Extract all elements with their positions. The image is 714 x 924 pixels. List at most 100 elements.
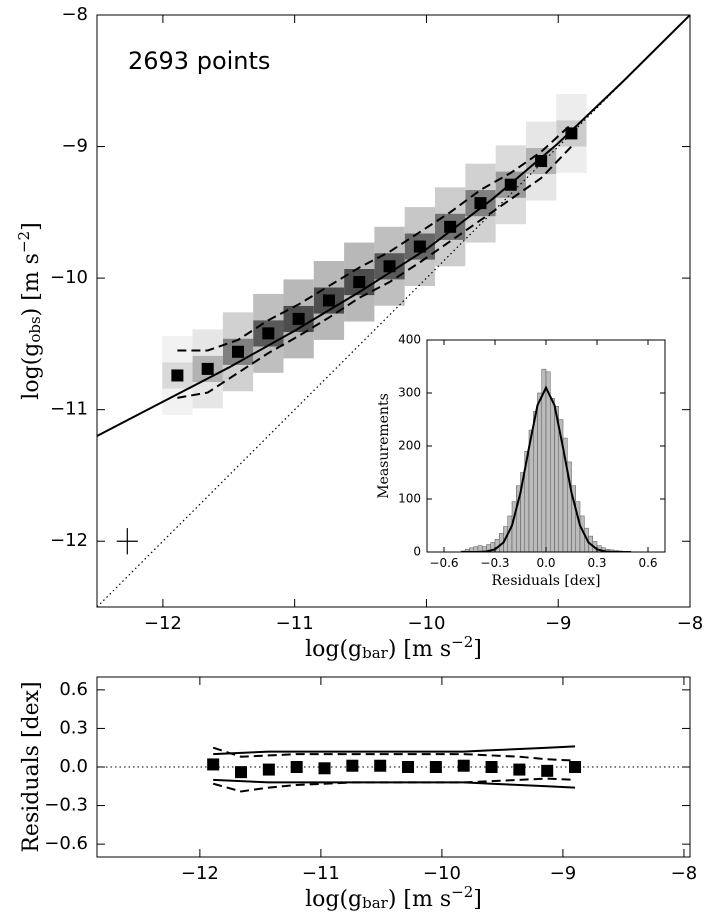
- binned-point: [485, 761, 498, 773]
- density-cell: [344, 295, 375, 322]
- binned-point: [235, 766, 248, 779]
- y-tick-label: 0.0: [59, 756, 88, 777]
- histogram-bar: [537, 392, 542, 552]
- y-axis-label: log(gobs) [m s−2]: [15, 222, 44, 399]
- density-cell: [253, 293, 284, 321]
- x-tick-label: 0.3: [587, 556, 606, 570]
- x-tick-label: −8: [671, 863, 698, 884]
- x-tick-label: −0.6: [429, 556, 458, 570]
- label-part: ) [m s: [388, 637, 451, 662]
- x-tick-label: 0.0: [536, 556, 555, 570]
- y-tick-label: 300: [398, 386, 421, 400]
- x-tick-label: −11: [276, 613, 314, 634]
- binned-point: [171, 369, 184, 382]
- density-cell: [374, 279, 405, 306]
- label-part: ) [m s: [19, 253, 44, 316]
- density-cell: [222, 364, 254, 392]
- binned-point: [322, 294, 335, 307]
- solid-line: [213, 745, 576, 756]
- y-axis-label: Measurements: [376, 393, 392, 499]
- binned-point: [541, 764, 554, 777]
- density-cell: [313, 261, 345, 288]
- density-cell: [404, 207, 436, 234]
- binned-point: [457, 759, 470, 772]
- density-cell: [283, 279, 314, 306]
- y-tick-label: 0.6: [59, 679, 88, 700]
- density-cell: [283, 332, 314, 359]
- binned-point: [353, 276, 366, 289]
- x-tick-label: −9: [545, 613, 572, 634]
- y-tick-label: 0.3: [59, 717, 88, 738]
- y-tick-label: −12: [50, 530, 88, 551]
- plot-area: [97, 745, 690, 793]
- label-part: log(g: [305, 887, 362, 912]
- density-cell: [495, 197, 526, 225]
- label-part: −2: [451, 883, 473, 901]
- label-part: log(g: [19, 343, 44, 400]
- label-part: ]: [19, 222, 44, 231]
- binned-point: [262, 763, 275, 776]
- binned-point: [201, 362, 214, 375]
- x-tick-label: −9: [550, 863, 577, 884]
- density-cell: [162, 335, 193, 363]
- chart-2: −12 −11 −10 −9 −8 −0.6 −0.3 0.0 0.3 0.6 log(gbar) …: [19, 676, 698, 912]
- binned-point: [346, 759, 359, 772]
- binned-point: [374, 759, 387, 772]
- label-part: bar: [362, 644, 389, 662]
- binned-point: [290, 761, 303, 773]
- y-tick-label: 400: [398, 333, 421, 347]
- density-cell: [374, 226, 405, 254]
- y-tick-label: −10: [50, 267, 88, 288]
- label-part: ]: [473, 887, 482, 912]
- density-cell: [525, 121, 557, 148]
- x-axis-label: log(gbar) [m s−2]: [305, 633, 482, 662]
- label-part: ) [m s: [388, 887, 451, 912]
- plot-area: [460, 368, 632, 552]
- y-tick-label: −11: [50, 399, 88, 420]
- x-tick-label: −11: [302, 863, 340, 884]
- label-part: bar: [362, 894, 389, 912]
- plot-area: [97, 15, 690, 607]
- density-cell: [162, 388, 193, 415]
- density-cell: [465, 163, 496, 190]
- binned-point: [402, 761, 415, 773]
- plot-background: [97, 677, 690, 857]
- x-tick-label: −0.3: [480, 556, 509, 570]
- dotted-line: [97, 15, 690, 607]
- y-tick-label: −8: [61, 4, 88, 25]
- histogram-bar: [550, 398, 555, 552]
- binned-point: [535, 155, 548, 168]
- binned-point: [318, 762, 331, 775]
- label-part: Residuals [dex]: [19, 681, 44, 852]
- label-part: −2: [15, 231, 33, 253]
- axes-frame: [96, 14, 691, 608]
- density-cell: [435, 187, 466, 214]
- density-cell: [556, 146, 587, 173]
- binned-point: [569, 761, 582, 773]
- binned-point: [292, 312, 305, 325]
- label-part: −2: [451, 633, 473, 651]
- density-cell: [222, 312, 254, 339]
- x-axis-label: Residuals [dex]: [492, 573, 601, 589]
- binned-point: [207, 758, 220, 771]
- binned-point: [504, 178, 517, 191]
- x-axis-label: log(gbar) [m s−2]: [305, 883, 482, 912]
- density-cell: [344, 242, 375, 269]
- y-tick-label: 200: [398, 439, 421, 453]
- x-tick-label: −8: [677, 613, 704, 634]
- binned-point: [413, 240, 426, 253]
- gaussian-fit: [461, 385, 631, 552]
- x-tick-label: 0.6: [638, 556, 657, 570]
- dashed-line: [212, 777, 576, 793]
- dashed-line: [177, 145, 573, 399]
- binned-point: [232, 345, 245, 358]
- label-part: log(g: [305, 637, 362, 662]
- y-tick-label: −0.3: [44, 795, 88, 816]
- label-part: ]: [473, 637, 482, 662]
- y-tick-label: 100: [398, 492, 421, 506]
- annotation: 2693 points: [128, 47, 270, 75]
- binned-point: [513, 763, 526, 776]
- chart-1: −0.6 −0.3 0.0 0.3 0.6 0 100 200 300 400 Residuals …: [376, 333, 666, 589]
